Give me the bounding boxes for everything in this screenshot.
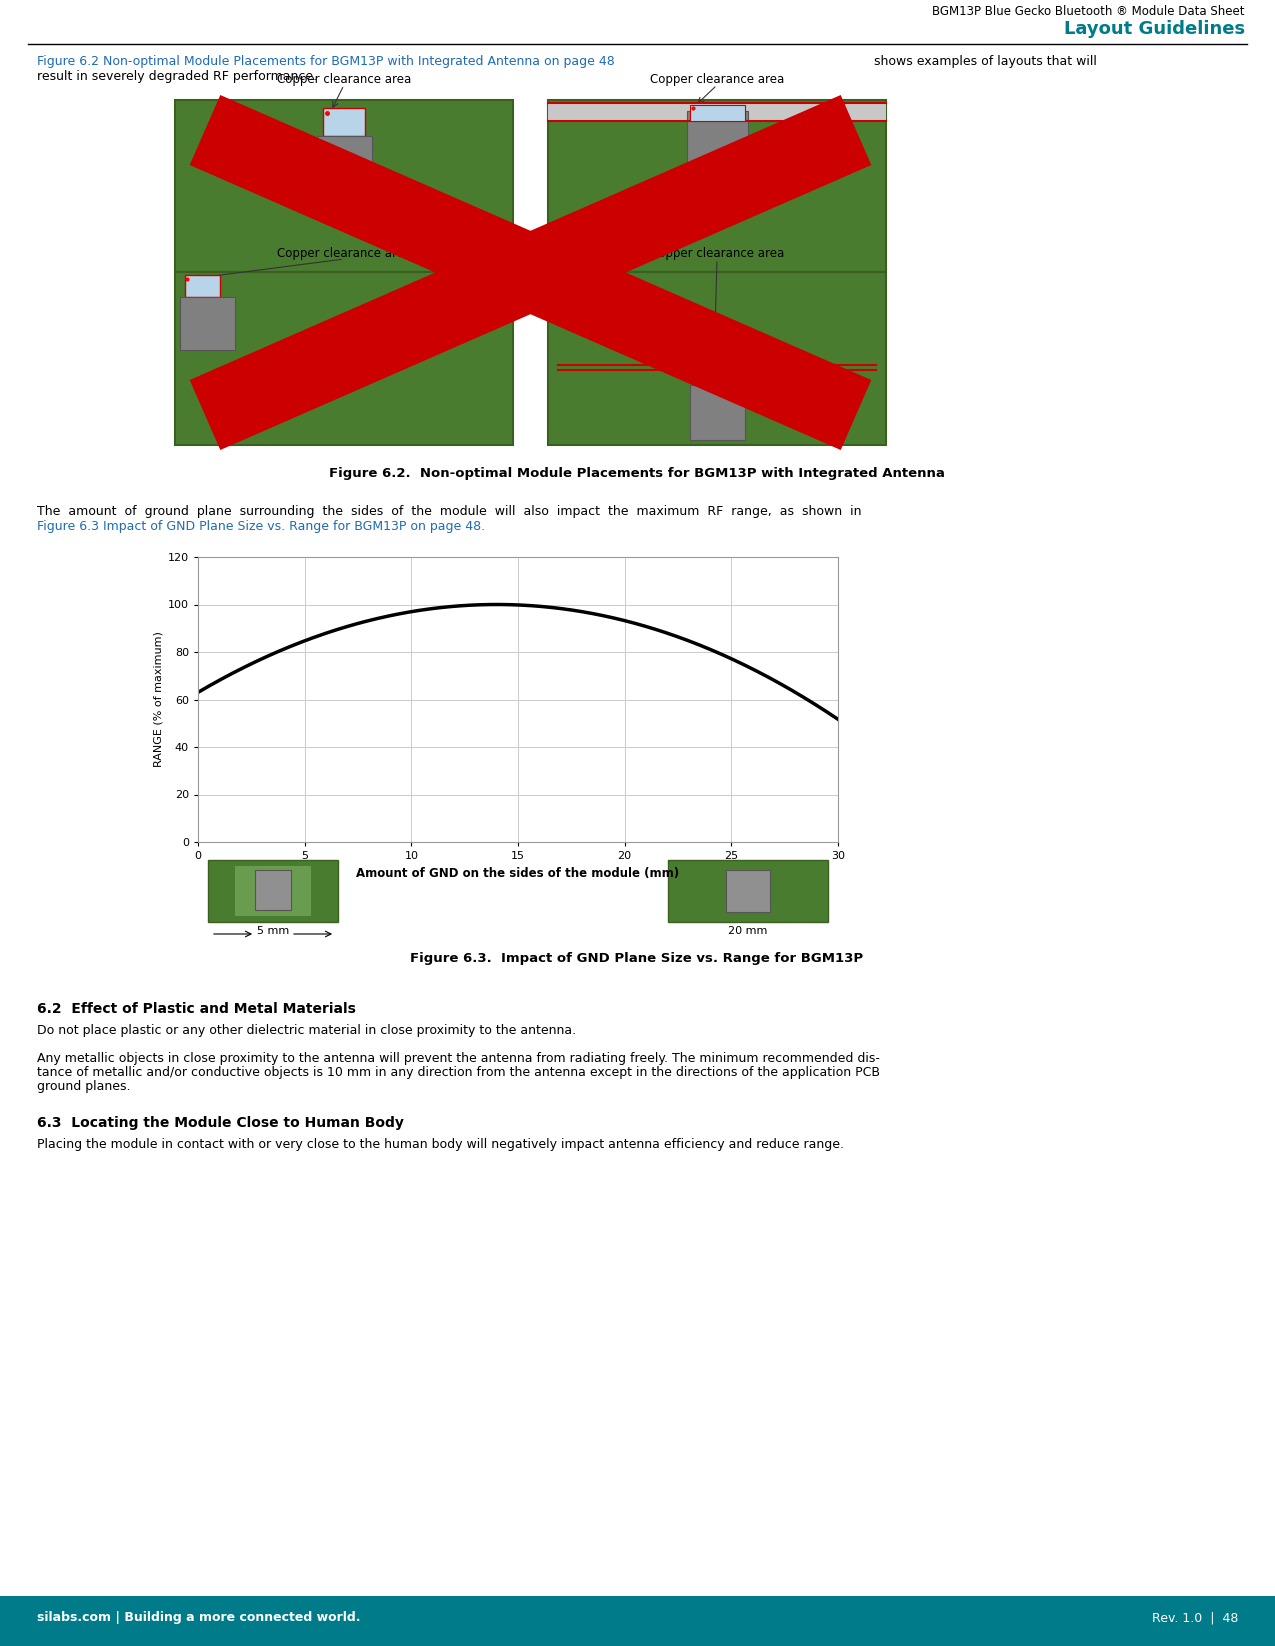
Bar — [235, 866, 311, 917]
Text: 6.3  Locating the Module Close to Human Body: 6.3 Locating the Module Close to Human B… — [37, 1116, 404, 1131]
Text: 6.2  Effect of Plastic and Metal Materials: 6.2 Effect of Plastic and Metal Material… — [37, 1002, 356, 1016]
Text: shows examples of layouts that will: shows examples of layouts that will — [870, 54, 1096, 67]
Text: Do not place plastic or any other dielectric material in close proximity to the : Do not place plastic or any other dielec… — [37, 1024, 576, 1037]
Bar — [690, 385, 745, 439]
Text: ground planes.: ground planes. — [37, 1080, 130, 1093]
Text: The  amount  of  ground  plane  surrounding  the  sides  of  the  module  will  : The amount of ground plane surrounding t… — [37, 505, 866, 518]
Text: silabs.com | Building a more connected world.: silabs.com | Building a more connected w… — [37, 1611, 361, 1625]
Text: Rev. 1.0  |  48: Rev. 1.0 | 48 — [1151, 1611, 1238, 1625]
Text: Copper clearance area: Copper clearance area — [277, 247, 411, 260]
Bar — [185, 275, 221, 296]
Text: Copper clearance area: Copper clearance area — [650, 72, 784, 86]
Bar — [175, 272, 513, 444]
Text: Figure 6.3 Impact of GND Plane Size vs. Range for BGM13P on page 48.: Figure 6.3 Impact of GND Plane Size vs. … — [37, 520, 484, 533]
Bar — [668, 859, 827, 922]
Text: BGM13P Blue Gecko Bluetooth ® Module Data Sheet: BGM13P Blue Gecko Bluetooth ® Module Dat… — [932, 5, 1244, 18]
Bar — [695, 365, 739, 385]
Bar — [548, 100, 886, 272]
Bar — [180, 296, 235, 351]
Text: Copper clearance area: Copper clearance area — [277, 72, 411, 86]
Text: tance of metallic and/or conductive objects is 10 mm in any direction from the a: tance of metallic and/or conductive obje… — [37, 1067, 880, 1080]
Text: Placing the module in contact with or very close to the human body will negative: Placing the module in contact with or ve… — [37, 1137, 844, 1151]
Text: Figure 6.2 Non-optimal Module Placements for BGM13P with Integrated Antenna on p: Figure 6.2 Non-optimal Module Placements… — [37, 54, 615, 67]
Text: Any metallic objects in close proximity to the antenna will prevent the antenna : Any metallic objects in close proximity … — [37, 1052, 880, 1065]
Text: 5 mm: 5 mm — [256, 927, 289, 937]
Bar — [690, 105, 745, 122]
Text: Figure 6.3.  Impact of GND Plane Size vs. Range for BGM13P: Figure 6.3. Impact of GND Plane Size vs.… — [411, 951, 863, 965]
Bar — [687, 110, 748, 166]
Bar — [548, 104, 886, 122]
Bar — [0, 1597, 1275, 1646]
Text: Copper clearance area: Copper clearance area — [650, 247, 784, 260]
Bar — [548, 272, 886, 444]
Text: result in severely degraded RF performance.: result in severely degraded RF performan… — [37, 71, 317, 82]
Bar — [175, 100, 513, 272]
Bar — [255, 871, 291, 910]
Text: Layout Guidelines: Layout Guidelines — [1063, 20, 1244, 38]
Bar — [725, 871, 770, 912]
Bar — [317, 137, 372, 183]
Bar — [323, 109, 365, 137]
Text: 20 mm: 20 mm — [728, 927, 768, 937]
X-axis label: Amount of GND on the sides of the module (mm): Amount of GND on the sides of the module… — [357, 866, 680, 879]
Bar — [208, 859, 338, 922]
Y-axis label: RANGE (% of maximum): RANGE (% of maximum) — [154, 632, 163, 767]
Text: Figure 6.2.  Non-optimal Module Placements for BGM13P with Integrated Antenna: Figure 6.2. Non-optimal Module Placement… — [329, 467, 945, 481]
